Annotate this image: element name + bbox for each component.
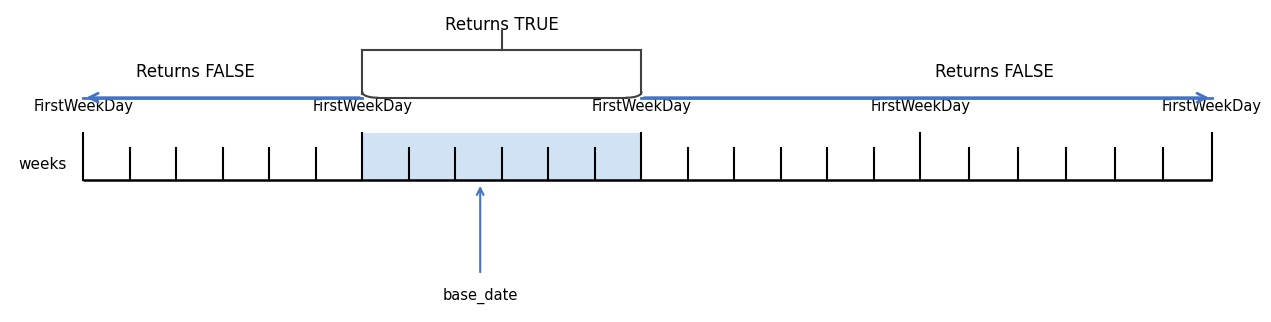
Text: FirstWeekDay: FirstWeekDay bbox=[33, 99, 133, 114]
Text: base_date: base_date bbox=[442, 288, 517, 304]
Text: weeks: weeks bbox=[18, 157, 66, 172]
Text: FirstWeekDay: FirstWeekDay bbox=[1162, 99, 1262, 114]
Text: Returns TRUE: Returns TRUE bbox=[445, 16, 559, 34]
Bar bbox=[362, 133, 642, 180]
Text: FirstWeekDay: FirstWeekDay bbox=[591, 99, 691, 114]
Text: FirstWeekDay: FirstWeekDay bbox=[871, 99, 971, 114]
Text: FirstWeekDay: FirstWeekDay bbox=[313, 99, 412, 114]
Text: Returns FALSE: Returns FALSE bbox=[136, 63, 254, 81]
Text: Returns FALSE: Returns FALSE bbox=[935, 63, 1054, 81]
